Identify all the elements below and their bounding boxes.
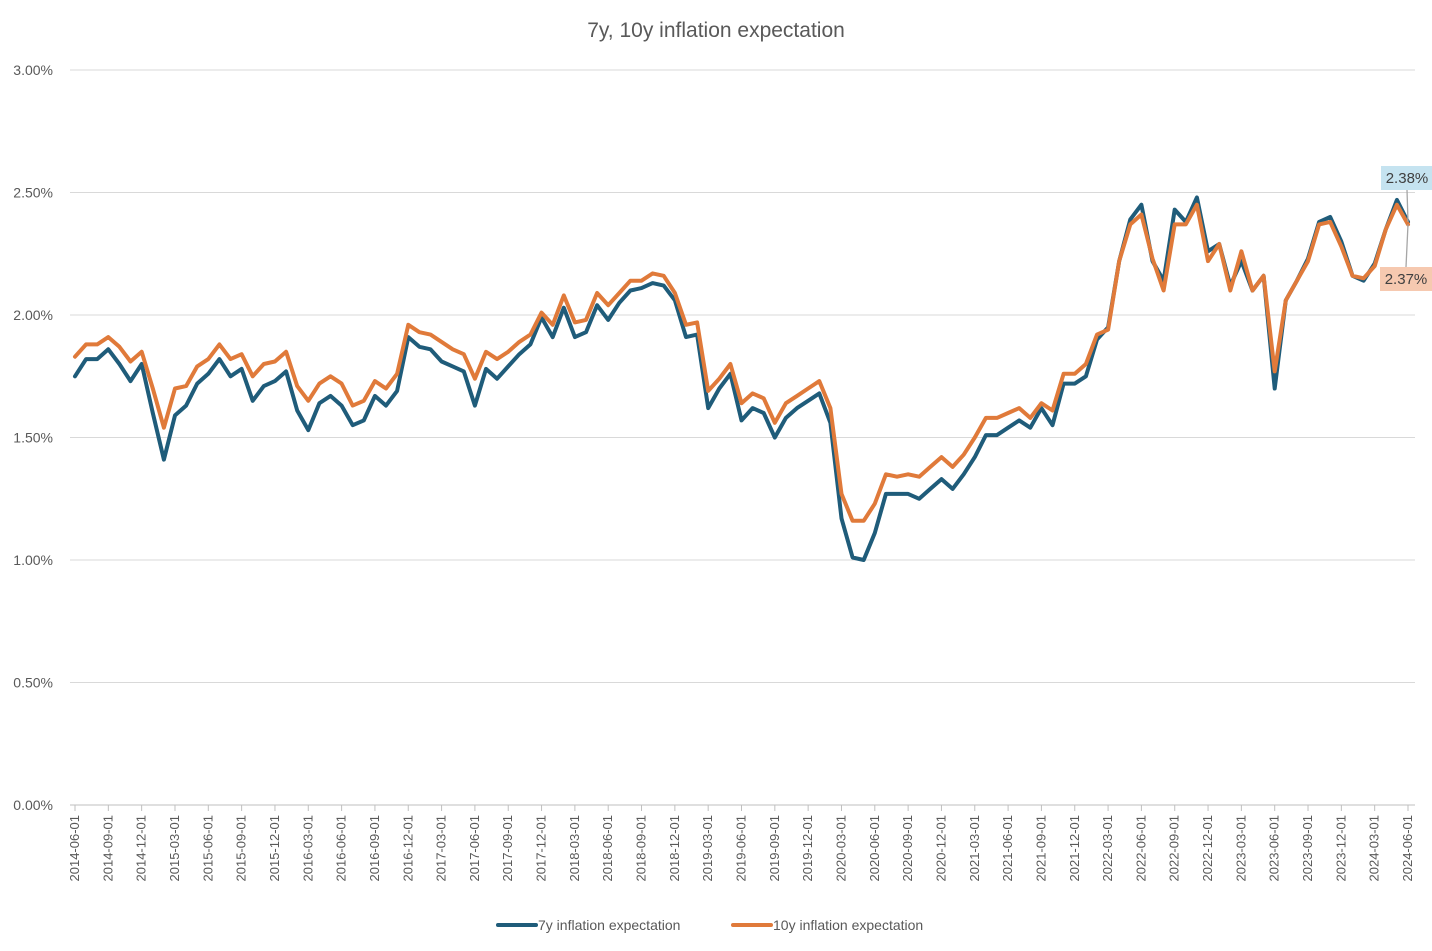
x-tick-label: 2024-06-01 [1400, 815, 1415, 882]
x-tick-label: 2022-12-01 [1200, 815, 1215, 882]
x-tick-label: 2023-12-01 [1333, 815, 1348, 882]
x-tick-label: 2022-03-01 [1100, 815, 1115, 882]
x-tick-label: 2019-09-01 [767, 815, 782, 882]
x-tick-label: 2018-09-01 [634, 815, 649, 882]
series-lines [73, 195, 1410, 562]
y-tick-label: 0.00% [13, 797, 53, 813]
x-tick-label: 2020-06-01 [867, 815, 882, 882]
series-line-10y [73, 202, 1410, 523]
callout-label-7y: 2.38% [1386, 170, 1429, 187]
legend-label-10y: 10y inflation expectation [773, 917, 923, 933]
callout-box-7y [1381, 166, 1432, 190]
y-tick-label: 3.00% [13, 62, 53, 78]
y-tick-label: 2.00% [13, 307, 53, 323]
x-tick-label: 2022-06-01 [1133, 815, 1148, 882]
x-tick-label: 2018-06-01 [600, 815, 615, 882]
x-tick-label: 2016-06-01 [334, 815, 349, 882]
x-tick-label: 2016-03-01 [300, 815, 315, 882]
x-tick-label: 2020-09-01 [900, 815, 915, 882]
x-tick-label: 2019-12-01 [800, 815, 815, 882]
callout-leader-7y [1406, 189, 1409, 222]
y-tick-label: 0.50% [13, 675, 53, 691]
x-tick-label: 2014-09-01 [100, 815, 115, 882]
y-tick-label: 1.50% [13, 430, 53, 446]
x-tick-label: 2016-12-01 [400, 815, 415, 882]
x-tick-label: 2017-12-01 [534, 815, 549, 882]
x-tick-label: 2021-09-01 [1033, 815, 1048, 882]
x-tick-label: 2015-06-01 [200, 815, 215, 882]
legend-label-7y: 7y inflation expectation [538, 917, 680, 933]
x-tick-label: 2021-12-01 [1067, 815, 1082, 882]
y-axis-tick-labels: 0.00% 0.50% 1.00% 1.50% 2.00% 2.50% 3.00% [13, 62, 53, 813]
x-tick-label: 2022-09-01 [1167, 815, 1182, 882]
x-tick-label: 2019-06-01 [734, 815, 749, 882]
callout-box-10y [1380, 267, 1432, 291]
x-tick-label: 2014-12-01 [134, 815, 149, 882]
x-tick-label: 2024-03-01 [1367, 815, 1382, 882]
x-tick-label: 2015-12-01 [267, 815, 282, 882]
callout-leader-10y [1405, 224, 1409, 268]
x-tick-label: 2017-06-01 [467, 815, 482, 882]
x-tick-label: 2016-09-01 [367, 815, 382, 882]
x-tick-label: 2015-09-01 [234, 815, 249, 882]
chart-legend: 7y inflation expectation 10y inflation ex… [496, 917, 923, 933]
x-tick-label: 2018-12-01 [667, 815, 682, 882]
x-tick-label: 2020-03-01 [833, 815, 848, 882]
y-tick-label: 2.50% [13, 185, 53, 201]
y-tick-label: 1.00% [13, 552, 53, 568]
x-tick-label: 2023-09-01 [1300, 815, 1315, 882]
x-tick-label: 2019-03-01 [700, 815, 715, 882]
x-tick-label: 2014-06-01 [67, 815, 82, 882]
x-tick-label: 2018-03-01 [567, 815, 582, 882]
chart-title: 7y, 10y inflation expectation [587, 19, 845, 42]
x-tick-label: 2023-03-01 [1233, 815, 1248, 882]
x-tick-label: 2017-03-01 [434, 815, 449, 882]
x-axis-tick-labels: 2014-06-01 2014-09-01 2014-12-01 2015-03-01… [67, 815, 1415, 882]
x-tick-label: 2021-03-01 [967, 815, 982, 882]
x-tick-label: 2017-09-01 [500, 815, 515, 882]
x-axis-tick-marks [74, 805, 1409, 811]
x-tick-label: 2023-06-01 [1267, 815, 1282, 882]
last-value-callouts: 2.38% 2.37% [1380, 166, 1432, 291]
x-tick-label: 2021-06-01 [1000, 815, 1015, 882]
x-tick-label: 2015-03-01 [167, 815, 182, 882]
x-tick-label: 2020-12-01 [933, 815, 948, 882]
y-gridlines [70, 69, 1415, 683]
callout-label-10y: 2.37% [1385, 271, 1428, 288]
